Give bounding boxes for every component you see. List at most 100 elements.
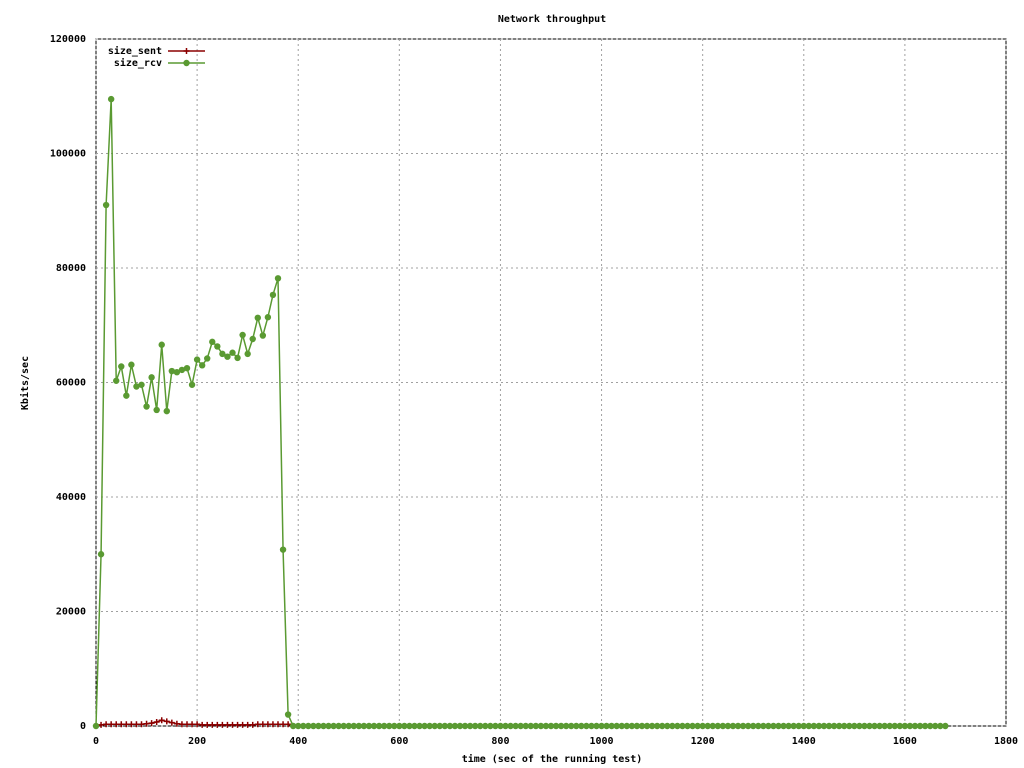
data-point <box>315 722 322 730</box>
data-point <box>805 722 813 730</box>
data-point <box>866 722 873 730</box>
x-tick-label: 0 <box>93 736 99 747</box>
data-point <box>275 721 281 728</box>
data-point <box>128 721 135 728</box>
data-point <box>168 367 176 375</box>
data-point <box>244 721 251 728</box>
data-point <box>780 722 787 730</box>
legend-marker <box>183 48 190 54</box>
data-point <box>613 722 620 730</box>
data-point <box>224 721 231 728</box>
data-point <box>876 722 883 730</box>
data-point <box>189 721 196 728</box>
data-point <box>795 722 802 730</box>
data-point <box>97 551 105 558</box>
data-point <box>310 722 317 730</box>
data-point <box>699 722 706 730</box>
y-axis-label: Kbits/sec <box>19 356 31 410</box>
data-point <box>785 722 792 730</box>
data-point <box>775 722 782 730</box>
data-point <box>461 722 469 730</box>
data-point <box>527 722 534 730</box>
data-point <box>133 721 140 728</box>
x-tick-label: 200 <box>188 736 206 747</box>
data-point <box>593 722 600 730</box>
data-point <box>760 722 767 730</box>
data-point <box>143 720 150 727</box>
data-point <box>194 721 201 728</box>
data-point <box>901 722 909 730</box>
data-point <box>547 722 555 730</box>
x-tick-label: 600 <box>390 736 408 747</box>
series-line <box>95 99 946 727</box>
data-point <box>173 368 181 376</box>
data-point <box>107 95 115 103</box>
data-point <box>643 722 651 730</box>
data-point <box>365 722 373 730</box>
data-point <box>249 721 256 728</box>
data-point <box>305 722 312 730</box>
data-point <box>340 722 347 730</box>
y-tick-label: 80000 <box>56 263 86 274</box>
data-point <box>330 722 337 730</box>
data-point <box>790 722 797 730</box>
data-point <box>178 721 185 728</box>
data-point <box>375 722 383 730</box>
data-point <box>861 722 868 730</box>
data-point <box>436 722 443 730</box>
data-point <box>264 721 271 728</box>
legend-label: size_rcv <box>114 57 162 69</box>
data-point <box>896 722 904 730</box>
data-point <box>239 331 246 339</box>
data-point <box>264 314 272 321</box>
data-point <box>148 374 155 381</box>
data-point <box>138 381 145 388</box>
data-point <box>209 721 216 728</box>
x-tick-label: 1800 <box>994 736 1018 747</box>
data-point <box>871 722 878 730</box>
data-point <box>502 722 509 730</box>
data-point <box>173 720 180 727</box>
data-point <box>825 722 833 730</box>
data-point <box>103 721 110 728</box>
data-point <box>209 338 216 346</box>
data-point <box>183 364 191 372</box>
x-tick-label: 1400 <box>792 736 816 747</box>
data-point <box>224 353 231 360</box>
data-point <box>921 722 929 730</box>
data-point <box>497 722 504 730</box>
data-point <box>669 722 676 730</box>
data-point <box>911 722 919 730</box>
data-point <box>259 721 266 728</box>
y-tick-label: 120000 <box>50 34 86 45</box>
data-point <box>198 362 206 369</box>
data-point <box>471 722 479 730</box>
data-point <box>426 722 433 730</box>
data-point <box>517 722 524 730</box>
x-axis-label: time (sec of the running test) <box>462 753 643 765</box>
data-point <box>578 722 585 730</box>
data-point <box>583 722 590 730</box>
y-tick-label: 40000 <box>56 492 86 503</box>
x-tick-label: 1200 <box>691 736 715 747</box>
data-point <box>138 721 145 728</box>
data-point <box>416 722 423 730</box>
data-point <box>239 721 246 728</box>
data-point <box>279 546 287 553</box>
data-point <box>325 722 332 730</box>
data-point <box>350 722 358 730</box>
data-point <box>274 275 282 282</box>
data-point <box>482 722 489 730</box>
data-point <box>406 722 413 730</box>
data-point <box>881 722 888 730</box>
data-point <box>628 722 636 730</box>
data-point <box>841 722 848 730</box>
data-point <box>380 722 388 730</box>
data-point <box>709 722 716 730</box>
data-point <box>916 722 924 730</box>
data-point <box>234 721 241 728</box>
x-tick-label: 1000 <box>590 736 614 747</box>
data-point <box>123 721 130 728</box>
data-point <box>886 722 893 730</box>
